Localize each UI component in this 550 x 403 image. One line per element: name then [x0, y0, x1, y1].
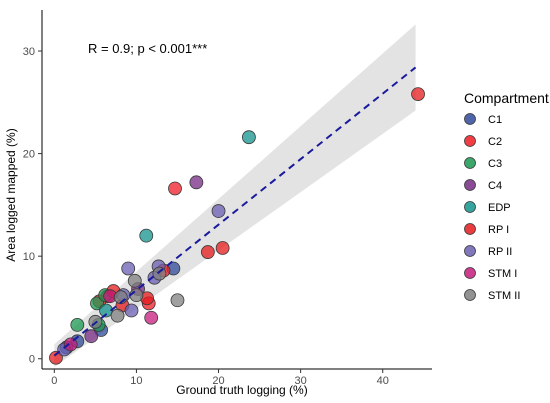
- data-point-edp: [139, 228, 154, 243]
- data-point-stm-ii: [127, 273, 142, 288]
- y-tick-label: 10: [23, 251, 35, 263]
- legend-swatch: [464, 245, 476, 257]
- legend-label: RP II: [488, 246, 512, 258]
- data-point-rp-ii: [121, 261, 136, 276]
- data-point-rp-i: [200, 245, 215, 259]
- legend-label: RP I: [488, 224, 509, 236]
- confidence-band: [54, 24, 416, 367]
- legend-swatch: [464, 135, 476, 147]
- correlation-annotation: R = 0.9; p < 0.001***: [88, 41, 207, 56]
- data-point-rp-i: [411, 87, 425, 102]
- legend-swatch: [464, 289, 476, 301]
- data-point-c2: [168, 181, 182, 196]
- legend-label: EDP: [488, 202, 511, 214]
- legend-swatch: [464, 113, 476, 125]
- data-point-c4: [84, 329, 99, 344]
- data-point-rp-ii: [211, 204, 226, 218]
- data-point-rp-i: [49, 350, 63, 365]
- legend-label: C4: [488, 180, 502, 192]
- data-point-rp-ii: [124, 303, 139, 318]
- legend-swatch: [464, 223, 476, 235]
- regression-line: [53, 66, 417, 357]
- legend-swatch: [464, 267, 476, 279]
- x-tick-label: 40: [377, 375, 389, 387]
- legend-label: C3: [488, 158, 502, 170]
- data-point-edp: [99, 303, 113, 318]
- legend-label: C2: [488, 136, 502, 148]
- x-tick-label: 0: [51, 375, 57, 387]
- x-tick-label: 10: [130, 375, 142, 387]
- legend: Compartment C1 C2 C3 C4 EDP RP I RP II STM I STM…: [464, 90, 549, 302]
- data-point-stm-ii: [129, 288, 144, 303]
- plot-area: 0 10 20 30 40 0 10 20 30: [23, 10, 432, 387]
- legend-swatch: [464, 179, 476, 191]
- data-point-stm-i: [144, 310, 159, 325]
- data-point-c3: [70, 317, 85, 332]
- data-point-edp: [242, 130, 256, 145]
- legend-title: Compartment: [464, 90, 549, 106]
- x-axis-title: Ground truth logging (%): [176, 383, 307, 397]
- data-point-stm-ii: [170, 293, 185, 308]
- data-point-stm-ii: [152, 266, 167, 281]
- y-tick-label: 0: [29, 354, 35, 366]
- data-point-c3: [90, 296, 104, 311]
- x-tick-label: 30: [295, 375, 307, 387]
- x-tick-label: 20: [212, 375, 224, 387]
- legend-label: STM II: [488, 290, 520, 302]
- data-point-rp-i: [215, 241, 230, 255]
- y-tick-label: 30: [23, 46, 35, 58]
- data-point-stm-ii: [110, 308, 125, 323]
- legend-label: C1: [488, 114, 502, 126]
- legend-swatch: [464, 201, 476, 213]
- y-axis-title: Area logged mapped (%): [4, 128, 18, 261]
- legend-label: STM I: [488, 268, 517, 280]
- y-tick-label: 20: [23, 149, 35, 161]
- data-point-c4: [189, 175, 204, 190]
- legend-swatch: [464, 157, 476, 169]
